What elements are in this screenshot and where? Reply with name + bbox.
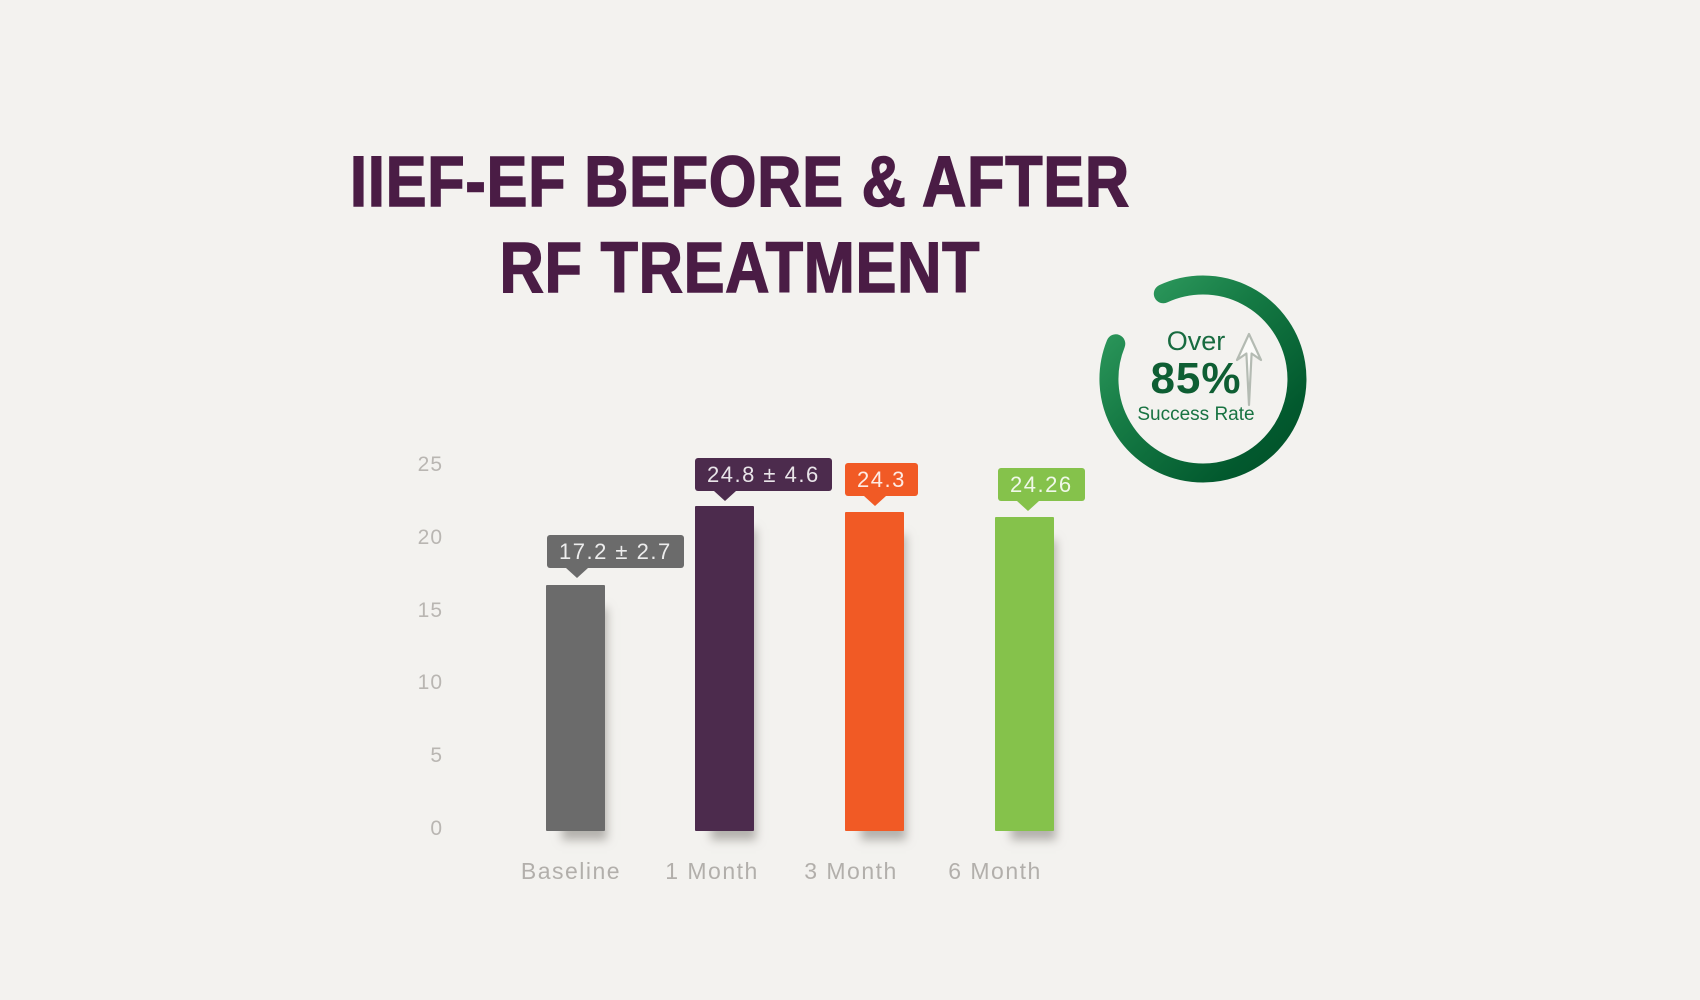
badge-sub-label: Success Rate [1137, 404, 1255, 425]
x-axis-category-label: Baseline [520, 858, 622, 884]
up-arrow-icon [1235, 332, 1263, 407]
bar-1-month [695, 506, 754, 831]
x-axis-category-label: 3 Month [804, 858, 898, 884]
callout-pointer [566, 568, 588, 578]
value-callout: 17.2 ± 2.7 [547, 535, 684, 578]
y-axis-tick-label: 5 [430, 744, 443, 768]
x-axis-category-label: 1 Month [665, 858, 759, 884]
bar-baseline [546, 585, 605, 831]
badge-percent-value: 85% [1150, 354, 1242, 403]
y-axis-tick-label: 10 [417, 671, 443, 695]
callout-pointer [864, 496, 886, 506]
page-title-line2: RF TREATMENT [499, 228, 981, 309]
y-axis-tick-label: 20 [417, 525, 443, 549]
bar-6-month [995, 517, 1054, 831]
success-rate-text: Over 85% Success Rate [1098, 272, 1294, 482]
page-title: IIEF-EF BEFORE & AFTER RF TREATMENT [310, 140, 1170, 312]
y-axis-tick-label: 25 [417, 453, 443, 476]
callout-pointer [1017, 501, 1039, 511]
progress-ring-icon [1099, 275, 1307, 483]
y-axis-tick-label: 0 [430, 817, 443, 840]
bar-3-month [845, 512, 904, 831]
y-axis-tick-label: 15 [417, 598, 443, 622]
badge-over-label: Over [1166, 326, 1226, 356]
page-title-line1: IIEF-EF BEFORE & AFTER [349, 142, 1130, 223]
value-callout: 24.8 ± 4.6 [695, 458, 832, 501]
callout-pointer [714, 491, 736, 501]
success-rate-badge: Over 85% Success Rate [1098, 272, 1312, 486]
value-callout: 24.3 [845, 463, 918, 506]
x-axis-category-label: 6 Month [948, 858, 1042, 884]
value-callout: 24.26 [998, 468, 1085, 511]
